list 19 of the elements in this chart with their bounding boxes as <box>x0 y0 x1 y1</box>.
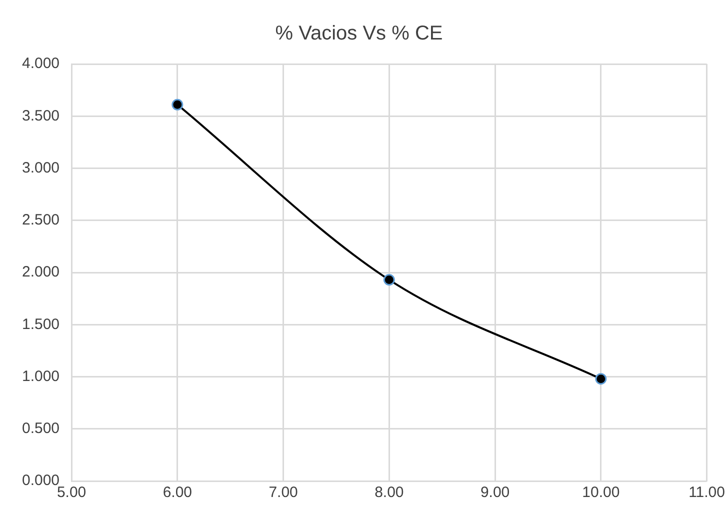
y-tick-label: 3.000 <box>22 159 60 176</box>
point <box>172 98 184 110</box>
x-tick-label: 10.00 <box>582 484 620 502</box>
x-tick-label: 5.00 <box>56 484 86 502</box>
y-tick-label: 2.000 <box>22 264 60 281</box>
x-tick-label: 9.00 <box>480 484 510 502</box>
y-tick-label: 0.500 <box>22 420 60 438</box>
x-tick-label: 8.00 <box>374 484 404 502</box>
x-tick-label: 7.00 <box>268 484 298 502</box>
x-tick-label: 11.00 <box>688 484 726 502</box>
y-tick-label: 4.000 <box>22 55 60 72</box>
y-tick-label: 3.500 <box>22 107 60 124</box>
y-tick-label: 2.500 <box>22 212 60 229</box>
point <box>383 274 395 286</box>
y-tick-label: 1.500 <box>22 316 60 333</box>
point <box>595 373 607 385</box>
x-tick-label: 6.00 <box>162 484 192 502</box>
chart-title: % Vacios Vs % CE <box>275 22 443 45</box>
y-tick-label: 1.000 <box>22 368 60 385</box>
